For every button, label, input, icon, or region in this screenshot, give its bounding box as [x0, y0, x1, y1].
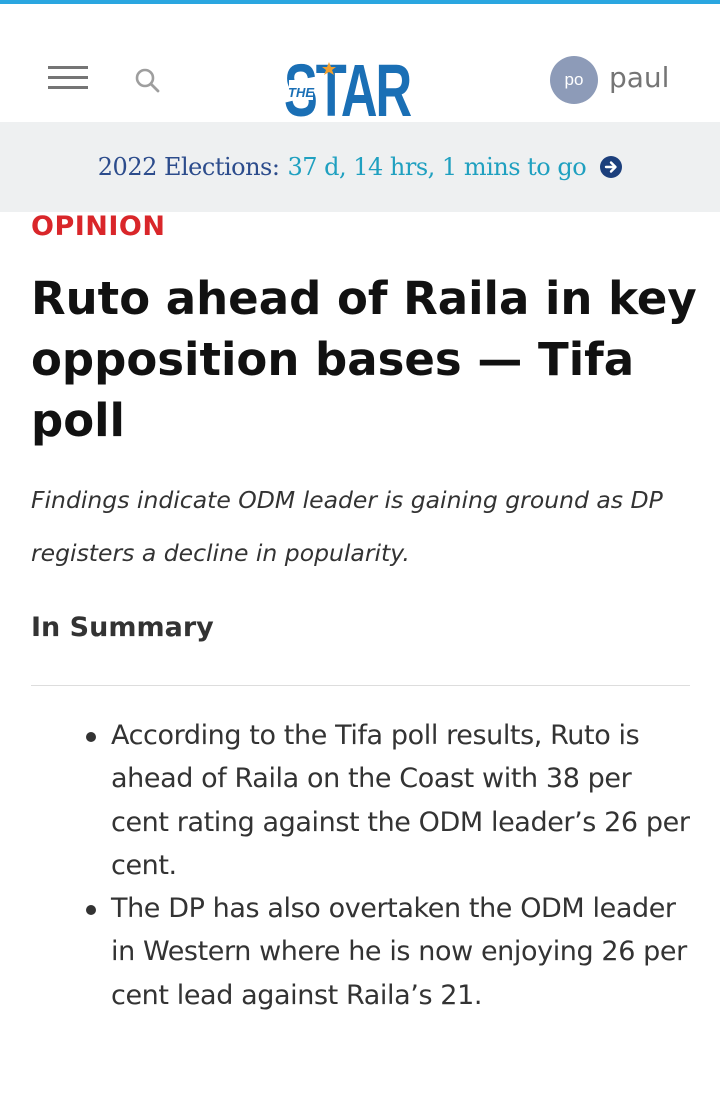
- summary-list: According to the Tifa poll results, Ruto…: [86, 714, 691, 1017]
- top-accent-bar: [0, 0, 720, 4]
- logo-the-text: THE: [288, 85, 314, 100]
- summary-point: The DP has also overtaken the ODM leader…: [86, 887, 691, 1017]
- countdown-label: 2022 Elections:: [97, 153, 280, 181]
- hamburger-menu-icon[interactable]: [48, 66, 88, 90]
- article-headline: Ruto ahead of Raila in key opposition ba…: [31, 272, 697, 447]
- arrow-right-circle-icon[interactable]: [600, 156, 623, 178]
- avatar[interactable]: po: [550, 56, 598, 104]
- site-header: STAR THE po paul: [0, 4, 720, 132]
- article-standfirst: Findings indicate ODM leader is gaining …: [31, 486, 663, 567]
- countdown-time: 37 d, 14 hrs, 1 mins to go: [287, 153, 587, 181]
- username[interactable]: paul: [609, 61, 670, 94]
- summary-heading: In Summary: [31, 612, 214, 643]
- summary-point: According to the Tifa poll results, Ruto…: [86, 714, 691, 887]
- logo-star-icon: [322, 62, 336, 75]
- search-icon[interactable]: [133, 66, 161, 94]
- the-star-logo[interactable]: STAR THE: [284, 34, 435, 132]
- countdown-link[interactable]: 2022 Elections: 37 d, 14 hrs, 1 mins to …: [97, 153, 623, 181]
- user-account[interactable]: po paul: [548, 54, 698, 106]
- election-countdown-banner[interactable]: 2022 Elections: 37 d, 14 hrs, 1 mins to …: [0, 122, 720, 212]
- article-category[interactable]: OPINION: [31, 211, 166, 242]
- divider: [31, 685, 690, 686]
